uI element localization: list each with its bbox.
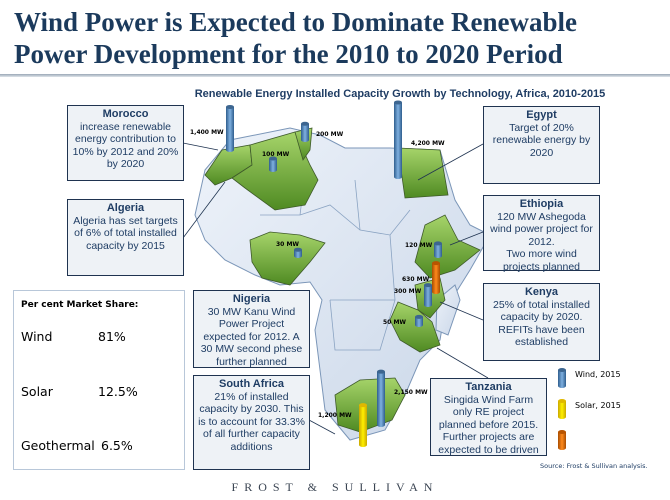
capacity-label: 1,400 MW [190, 129, 224, 136]
leader-lines [182, 142, 489, 435]
share-label: Wind [21, 329, 53, 344]
callout-morocco: Morocco increase renewable energy contrib… [67, 105, 184, 181]
callout-text: Algeria has set targets of 6% of total i… [73, 214, 178, 252]
cylinder-wind-ethiopia [434, 241, 442, 258]
legend-solar-label: Solar, 2015 [575, 401, 621, 410]
page-title: Wind Power is Expected to Dominate Renew… [14, 6, 664, 70]
callout-title: Egypt [526, 109, 557, 121]
market-share-panel: Per cent Market Share: Wind 81% Solar 12.5… [13, 290, 185, 470]
callout-algeria: Algeria Algeria has set targets of 6% of … [67, 199, 184, 276]
callout-egypt: Egypt Target of 20% renewable energy by 2… [483, 106, 600, 184]
cylinder-wind-egypt [394, 100, 402, 179]
legend-solar-icon [558, 399, 566, 419]
title-line-1: Wind Power is Expected to Dominate Renew… [14, 7, 577, 37]
callout-text: Target of 20% renewable energy by 2020 [492, 121, 591, 159]
capacity-markers: 1,400 MW 200 MW 100 MW 4,200 MW 30 MW 120 MW 6… [190, 100, 445, 447]
cylinder-wind-tanzania [415, 314, 423, 327]
callout-text: increase renewable energy contribution t… [72, 120, 179, 171]
capacity-label: 120 MW [405, 242, 433, 249]
cylinder-wind-algeria [269, 156, 277, 172]
callout-nigeria: Nigeria 30 MW Kanu Wind Power Project exp… [193, 290, 310, 368]
cylinder-wind-south-africa [377, 369, 385, 427]
capacity-label: 630 MW [402, 276, 430, 283]
country-tanzania [389, 301, 441, 353]
callout-title: South Africa [219, 378, 284, 390]
callout-text: 30 MW Kanu Wind Power Project expected f… [200, 305, 303, 368]
frost-sullivan-logo: FROST & SULLIVAN [231, 480, 439, 494]
capacity-label: 4,200 MW [411, 140, 445, 147]
country-south-africa [334, 377, 406, 433]
capacity-label: 300 MW [394, 288, 422, 295]
capacity-label: 2,150 MW [394, 389, 428, 396]
callout-title: Tanzania [465, 381, 512, 393]
cylinder-wind-kenya [424, 283, 432, 307]
country-ethiopia [414, 214, 481, 279]
share-label: Solar [21, 384, 53, 399]
cylinder-wind-morocco [226, 104, 234, 152]
callout-kenya: Kenya 25% of total installed capacity by … [483, 283, 600, 361]
callout-ethiopia: Ethiopia 120 MW Ashegoda wind power proje… [483, 195, 600, 273]
callout-south-africa: South Africa 21% of installed capacity by… [193, 375, 310, 470]
market-share-row: Wind 81% [21, 329, 126, 344]
market-share-heading: Per cent Market Share: [21, 300, 139, 310]
callout-title: Nigeria [232, 293, 271, 305]
capacity-label: 100 MW [262, 151, 290, 158]
share-value: 12.5% [98, 384, 138, 399]
capacity-label: 200 MW [316, 131, 344, 138]
market-share-row: Solar 12.5% [21, 384, 138, 399]
legend-geothermal-icon [558, 430, 566, 450]
cylinder-wind-tunisia [301, 121, 309, 142]
callout-title: Ethiopia [519, 198, 564, 210]
callout-tanzania: Tanzania Singida Wind Farm only RE projec… [430, 378, 547, 456]
legend-wind-label: Wind, 2015 [575, 370, 621, 379]
callout-text: 21% of installed capacity by 2030. This … [198, 390, 305, 453]
cylinder-geothermal-ethiopia [432, 261, 440, 294]
cylinder-solar-south-africa [359, 403, 367, 447]
callout-text: 25% of total installed capacity by 2020.… [493, 298, 590, 349]
share-label: Geothermal [21, 438, 95, 453]
callout-title: Algeria [106, 202, 145, 214]
source-note: Source: Frost & Sullivan analysis. [540, 462, 648, 470]
legend-icons [558, 368, 566, 450]
share-value: 6.5% [101, 438, 133, 453]
title-line-2: Power Development for the 2010 to 2020 P… [14, 39, 563, 69]
title-divider [0, 74, 670, 77]
callout-text: 120 MW Ashegoda wind power project for 2… [490, 210, 593, 248]
map-subtitle: Renewable Energy Installed Capacity Grow… [194, 88, 606, 100]
legend-wind-icon [558, 368, 566, 388]
callout-title: Morocco [102, 108, 149, 120]
cylinder-wind-nigeria [294, 247, 302, 258]
callout-text: Two more wind projects planned [502, 248, 581, 273]
market-share-row: Geothermal 6.5% [21, 438, 133, 453]
capacity-label: 1,200 MW [318, 412, 352, 419]
callout-text: Singida Wind Farm only RE project planne… [438, 393, 539, 456]
country-nigeria [249, 231, 326, 286]
country-egypt [397, 147, 449, 199]
callout-title: Kenya [524, 286, 559, 298]
capacity-label: 50 MW [383, 319, 406, 326]
share-value: 81% [98, 329, 126, 344]
capacity-label: 30 MW [276, 241, 299, 248]
